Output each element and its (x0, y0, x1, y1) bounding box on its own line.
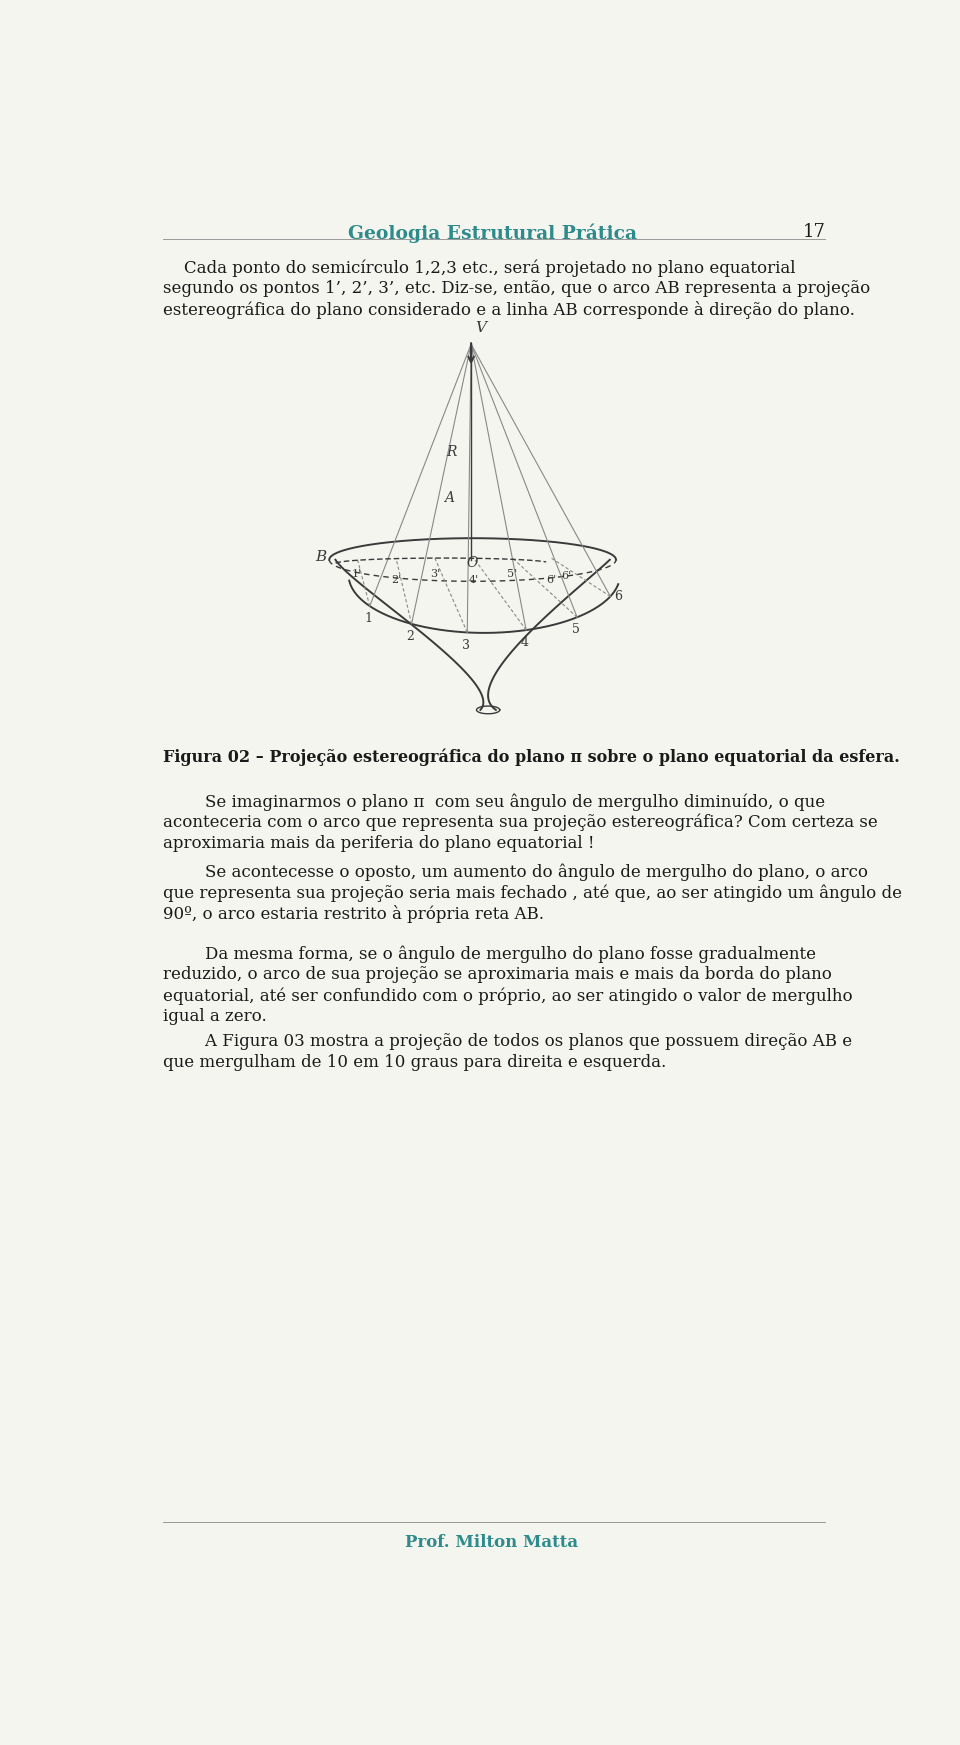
Text: 6': 6' (562, 571, 572, 581)
Text: 6': 6' (546, 576, 557, 585)
Text: 2: 2 (406, 630, 414, 644)
Text: A: A (444, 490, 454, 504)
Text: 1: 1 (364, 612, 372, 625)
Text: reduzido, o arco de sua projeção se aproximaria mais e mais da borda do plano: reduzido, o arco de sua projeção se apro… (162, 967, 831, 984)
Text: Se acontecesse o oposto, um aumento do ângulo de mergulho do plano, o arco: Se acontecesse o oposto, um aumento do â… (162, 864, 868, 881)
Text: 5': 5' (508, 569, 517, 579)
Text: 2': 2' (391, 576, 401, 585)
Text: equatorial, até ser confundido com o próprio, ao ser atingido o valor de mergulh: equatorial, até ser confundido com o pró… (162, 988, 852, 1005)
Text: Geologia Estrutural Prática: Geologia Estrutural Prática (348, 223, 636, 243)
Text: segundo os pontos 1’, 2’, 3’, etc. Diz-se, então, que o arco AB representa a pro: segundo os pontos 1’, 2’, 3’, etc. Diz-s… (162, 281, 870, 297)
Text: 3': 3' (430, 569, 440, 579)
Text: que representa sua projeção seria mais fechado , até que, ao ser atingido um âng: que representa sua projeção seria mais f… (162, 885, 901, 902)
Text: B: B (315, 550, 326, 564)
Text: 4': 4' (468, 576, 479, 585)
Text: Da mesma forma, se o ângulo de mergulho do plano fosse gradualmente: Da mesma forma, se o ângulo de mergulho … (162, 946, 816, 963)
Text: que mergulham de 10 em 10 graus para direita e esquerda.: que mergulham de 10 em 10 graus para dir… (162, 1054, 666, 1071)
Text: 1': 1' (352, 569, 362, 579)
Text: 17: 17 (803, 223, 826, 241)
Text: R: R (446, 445, 457, 459)
Text: igual a zero.: igual a zero. (162, 1009, 266, 1024)
Text: O: O (467, 557, 478, 571)
Text: estereográfica do plano considerado e a linha AB corresponde à direção do plano.: estereográfica do plano considerado e a … (162, 302, 854, 319)
Text: Prof. Milton Matta: Prof. Milton Matta (405, 1534, 579, 1551)
Text: Figura 02 – Projeção estereográfica do plano π sobre o plano equatorial da esfer: Figura 02 – Projeção estereográfica do p… (162, 749, 900, 766)
Text: Cada ponto do semicírculo 1,2,3 etc., será projetado no plano equatorial: Cada ponto do semicírculo 1,2,3 etc., se… (162, 260, 795, 277)
Text: 3: 3 (462, 639, 469, 651)
Text: aproximaria mais da periferia do plano equatorial !: aproximaria mais da periferia do plano e… (162, 834, 594, 852)
Text: 4: 4 (520, 637, 529, 649)
Text: 6: 6 (614, 590, 622, 604)
Text: 90º, o arco estaria restrito à própria reta AB.: 90º, o arco estaria restrito à própria r… (162, 906, 543, 923)
Text: Se imaginarmos o plano π  com seu ângulo de mergulho diminuído, o que: Se imaginarmos o plano π com seu ângulo … (162, 792, 825, 811)
Text: V: V (475, 321, 486, 335)
Text: aconteceria com o arco que representa sua projeção estereográfica? Com certeza s: aconteceria com o arco que representa su… (162, 813, 877, 831)
Text: 5: 5 (571, 623, 580, 637)
Text: A Figura 03 mostra a projeção de todos os planos que possuem direção AB e: A Figura 03 mostra a projeção de todos o… (162, 1033, 852, 1050)
